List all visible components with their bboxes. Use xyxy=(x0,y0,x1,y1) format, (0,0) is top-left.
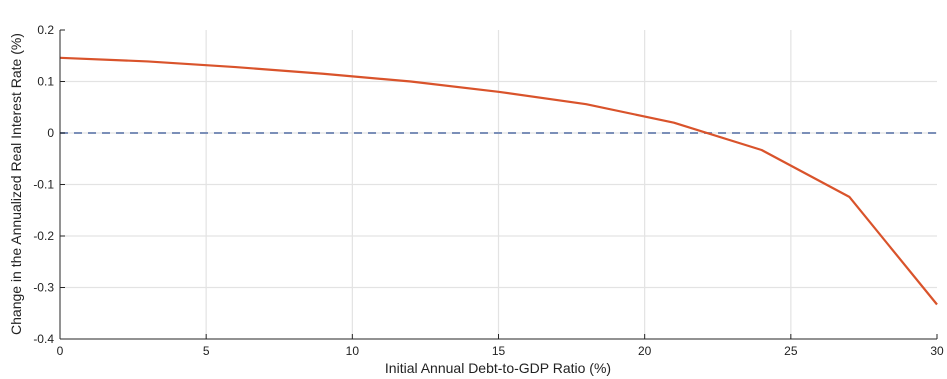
x-tick-label: 15 xyxy=(492,344,506,358)
y-tick-label: -0.2 xyxy=(33,229,54,243)
y-tick-label: -0.1 xyxy=(33,178,54,192)
x-tick-label: 25 xyxy=(784,344,798,358)
x-axis-label: Initial Annual Debt-to-GDP Ratio (%) xyxy=(385,360,611,376)
x-tick-labels: 0 5 10 15 20 25 30 xyxy=(57,344,944,358)
y-tick-labels: -0.4 -0.3 -0.2 -0.1 0 0.1 0.2 xyxy=(33,23,54,346)
x-tick-label: 20 xyxy=(638,344,652,358)
data-series xyxy=(59,56,938,306)
y-tick-label: 0.1 xyxy=(37,75,54,89)
axes xyxy=(59,29,938,340)
y-tick-label: -0.3 xyxy=(33,281,54,295)
y-axis-label: Change in the Annualized Real Interest R… xyxy=(8,33,24,335)
x-tick-label: 30 xyxy=(930,344,944,358)
y-tick-label: 0.2 xyxy=(37,23,54,37)
x-tick-label: 5 xyxy=(203,344,210,358)
x-tick-label: 0 xyxy=(57,344,64,358)
x-tick-label: 10 xyxy=(346,344,360,358)
y-tick-label: 0 xyxy=(47,126,54,140)
y-tick-label: -0.4 xyxy=(33,332,54,346)
